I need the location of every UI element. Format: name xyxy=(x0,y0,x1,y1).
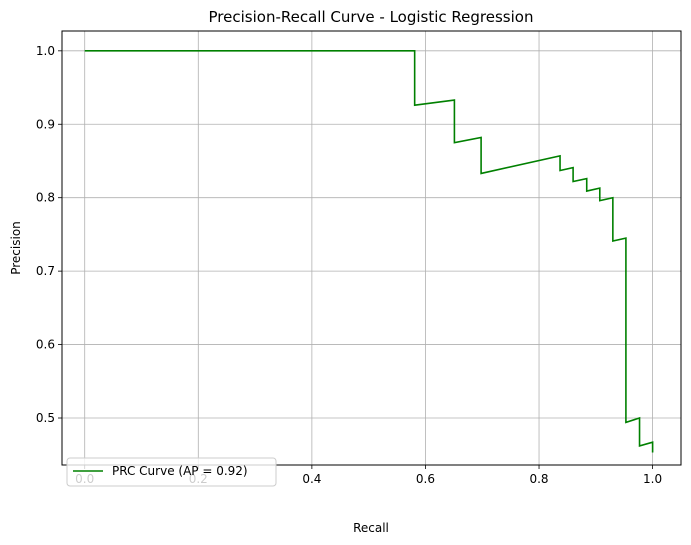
grid-lines xyxy=(62,31,681,465)
legend: PRC Curve (AP = 0.92) xyxy=(66,457,277,487)
x-tick-label: 1.0 xyxy=(643,472,662,486)
chart-title: Precision-Recall Curve - Logistic Regres… xyxy=(209,8,534,26)
y-axis-ticks: 0.5 0.6 0.7 0.8 0.9 1.0 xyxy=(36,44,62,425)
plot-frame xyxy=(61,30,682,466)
series-line xyxy=(84,50,654,453)
legend-label: PRC Curve (AP = 0.92) xyxy=(112,464,248,478)
legend-box xyxy=(66,457,277,487)
x-tick-label: 0.6 xyxy=(416,472,435,486)
x-axis-label: Recall xyxy=(353,521,389,535)
y-tick-label: 0.9 xyxy=(36,117,55,131)
x-tick-label: 0.4 xyxy=(302,472,321,486)
y-tick-label: 0.5 xyxy=(36,411,55,425)
series-layer xyxy=(84,50,654,453)
y-axis-label: Precision xyxy=(9,221,23,275)
x-tick-label: 0.8 xyxy=(529,472,548,486)
y-tick-label: 0.7 xyxy=(36,264,55,278)
y-tick-label: 0.8 xyxy=(36,191,55,205)
y-tick-label: 1.0 xyxy=(36,44,55,58)
y-tick-label: 0.6 xyxy=(36,338,55,352)
